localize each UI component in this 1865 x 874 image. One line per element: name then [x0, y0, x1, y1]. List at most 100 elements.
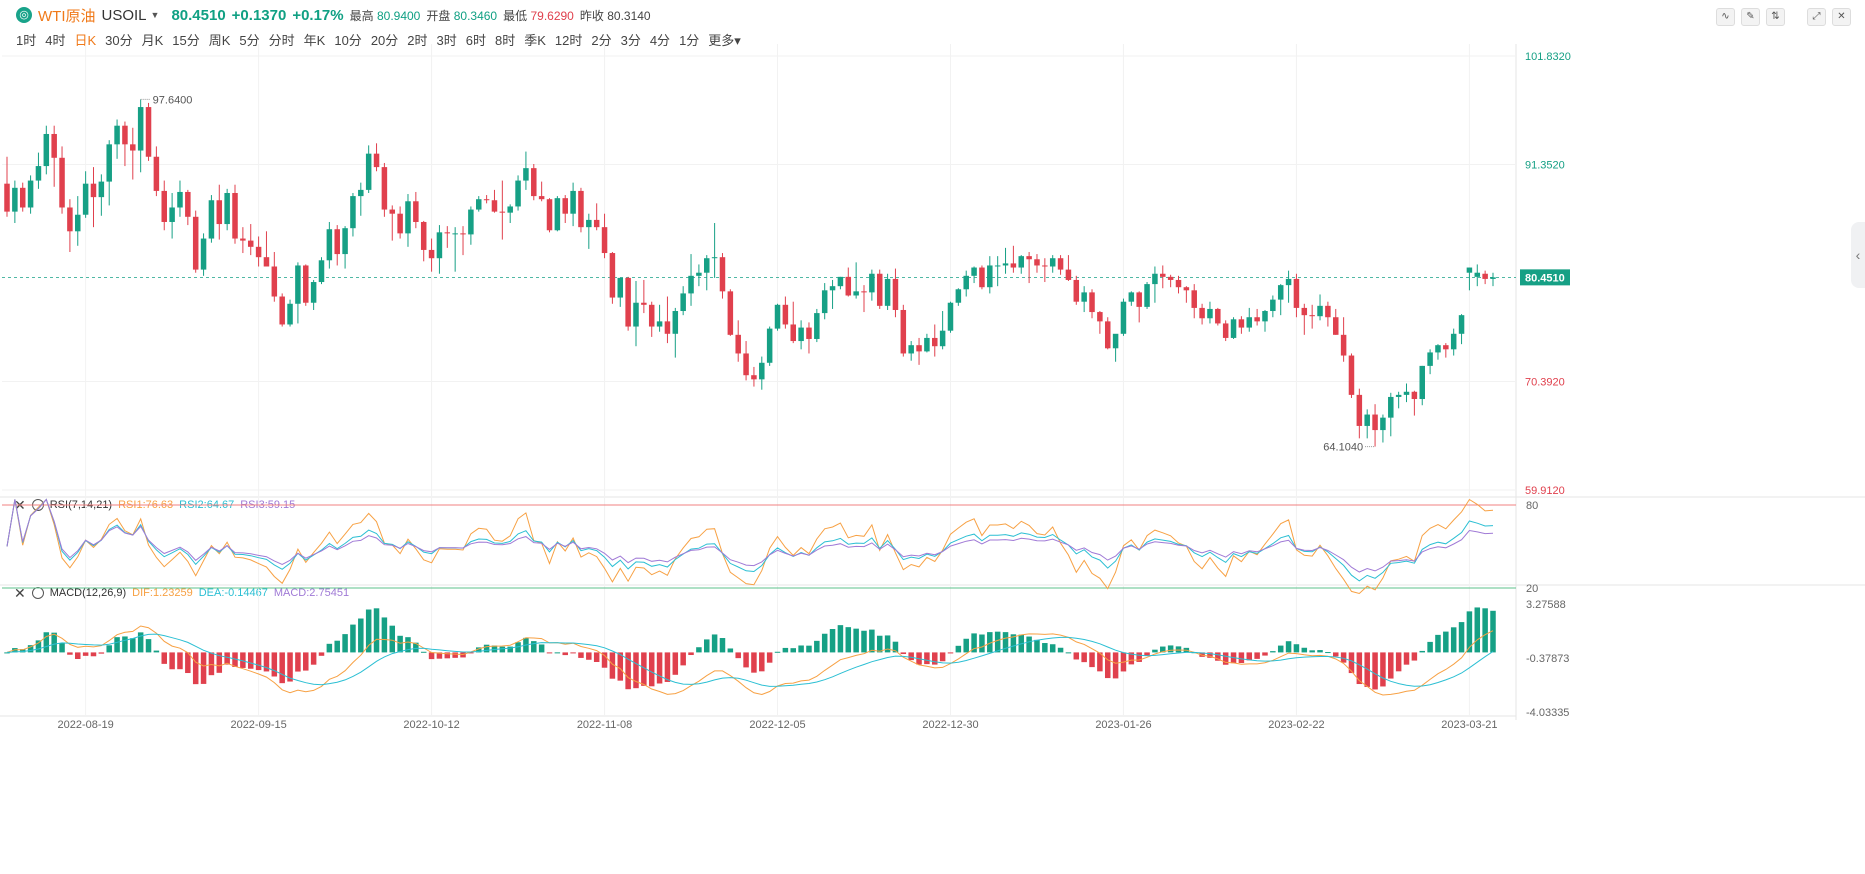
candle-body	[216, 200, 223, 225]
period-tab-8[interactable]: 分时	[268, 33, 295, 48]
candle-body	[570, 190, 576, 214]
period-tab-16[interactable]: 季K	[524, 33, 546, 48]
period-tab-5[interactable]: 15分	[172, 33, 200, 48]
candle-body	[326, 229, 333, 261]
candle-body	[861, 291, 867, 293]
candle-body	[208, 200, 215, 239]
candle-body	[538, 196, 545, 200]
period-tab-12[interactable]: 2时	[407, 33, 428, 48]
period-tab-1[interactable]: 4时	[45, 33, 66, 48]
candle-body	[1049, 258, 1056, 267]
last-price: 80.4510	[171, 6, 226, 24]
macd-bar	[224, 652, 230, 665]
close-icon[interactable]: ✕	[1832, 8, 1851, 26]
macd-bar	[1372, 652, 1378, 690]
macd-bar	[161, 652, 168, 664]
macd-bar	[287, 652, 293, 682]
fullscreen-icon[interactable]: ⤢	[1807, 8, 1826, 26]
macd-bar	[1160, 646, 1166, 653]
period-tab-22[interactable]: 更多▾	[708, 33, 741, 48]
candle-body	[751, 375, 757, 380]
candle-body	[271, 266, 278, 297]
macd-bar	[114, 637, 120, 653]
macd-bar	[1089, 652, 1095, 668]
close-icon[interactable]: ✕	[14, 496, 26, 513]
period-tab-7[interactable]: 5分	[239, 33, 260, 48]
candle-body	[924, 337, 930, 352]
macd-bar	[397, 635, 403, 653]
period-tab-0[interactable]: 1时	[16, 33, 37, 48]
line-chart-icon[interactable]: ∿	[1716, 8, 1735, 26]
draw-icon[interactable]: ✎	[1741, 8, 1760, 26]
macd-bar	[1466, 611, 1473, 653]
chevron-left-icon[interactable]: ‹	[1851, 222, 1865, 288]
candle-body	[334, 229, 340, 255]
candle-body	[963, 275, 969, 290]
settings-icon[interactable]	[31, 587, 44, 599]
candle-body	[19, 187, 26, 208]
period-tab-6[interactable]: 周K	[208, 33, 231, 48]
macd-bar	[1443, 631, 1449, 653]
candle-body	[1089, 292, 1095, 313]
macd-bar	[570, 652, 576, 654]
candle-body	[1112, 333, 1119, 349]
macd-bar	[782, 647, 789, 653]
period-tab-21[interactable]: 1分	[679, 33, 700, 48]
macd-bar	[350, 624, 356, 653]
candle-body	[1167, 276, 1174, 280]
candle-body	[971, 267, 977, 276]
candle-body	[1427, 352, 1433, 366]
settings-icon[interactable]	[31, 499, 44, 511]
macd-bar	[1332, 652, 1339, 657]
candle-body	[405, 201, 411, 234]
period-tab-4[interactable]: 月K	[141, 33, 164, 48]
period-tab-20[interactable]: 4分	[649, 33, 671, 48]
candle-body	[310, 282, 317, 303]
instrument-symbol[interactable]: USOIL	[101, 6, 147, 24]
candle-body	[1104, 321, 1111, 349]
candle-body	[1238, 319, 1245, 328]
period-tab-18[interactable]: 2分	[591, 33, 612, 48]
period-tab-19[interactable]: 3分	[620, 33, 641, 48]
macd-bar	[759, 652, 765, 672]
candle-body	[1309, 315, 1315, 317]
instrument-name[interactable]: WTI原油	[38, 7, 96, 25]
macd-bar	[829, 629, 836, 653]
stat-high: 最高 80.9400	[349, 8, 421, 23]
candle-body	[1081, 292, 1087, 302]
macd-bar	[51, 632, 57, 653]
period-tab-2[interactable]: 日K	[74, 33, 97, 48]
candle-body	[908, 345, 914, 354]
macd-bar	[884, 635, 891, 653]
candle-body	[1403, 391, 1410, 395]
period-tab-14[interactable]: 6时	[465, 33, 486, 48]
period-tab-17[interactable]: 12时	[554, 33, 583, 48]
compare-icon[interactable]: ⇅	[1766, 8, 1785, 26]
macd-bar	[1026, 636, 1032, 653]
period-tab-3[interactable]: 30分	[105, 33, 133, 48]
candle-body	[554, 198, 561, 231]
candle-body	[1254, 317, 1260, 322]
candle-body	[67, 207, 73, 232]
macd-bar	[373, 608, 380, 653]
candle-body	[1317, 305, 1323, 317]
candle-body	[1466, 267, 1473, 273]
close-icon[interactable]: ✕	[14, 584, 26, 601]
period-tab-10[interactable]: 10分	[334, 33, 362, 48]
macd-bar	[688, 652, 694, 656]
macd-bar	[1097, 652, 1103, 672]
candle-body	[381, 167, 388, 210]
chevron-down-icon[interactable]: ▼	[150, 10, 160, 20]
period-tab-15[interactable]: 8时	[494, 33, 516, 48]
candle-body	[853, 291, 859, 296]
period-tab-9[interactable]: 年K	[303, 33, 326, 48]
macd-bar	[876, 635, 883, 653]
macd-bar	[389, 625, 396, 653]
period-tab-13[interactable]: 3时	[436, 33, 457, 48]
candle-body	[279, 296, 285, 325]
candle-body	[161, 190, 168, 222]
period-tab-11[interactable]: 20分	[370, 33, 399, 48]
candle-body	[829, 286, 836, 291]
candle-body	[1144, 284, 1150, 307]
